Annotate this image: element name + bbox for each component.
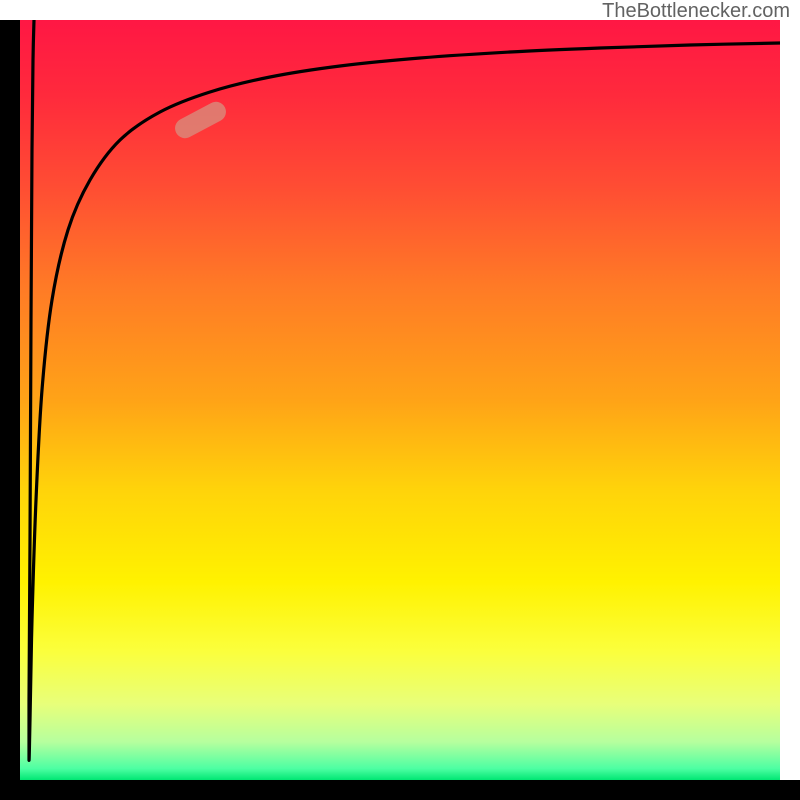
x-axis xyxy=(0,780,800,800)
bottleneck-curve xyxy=(20,20,780,780)
y-axis xyxy=(0,20,20,780)
watermark-text: TheBottlenecker.com xyxy=(602,0,790,23)
chart-canvas: TheBottlenecker.com xyxy=(0,0,800,800)
